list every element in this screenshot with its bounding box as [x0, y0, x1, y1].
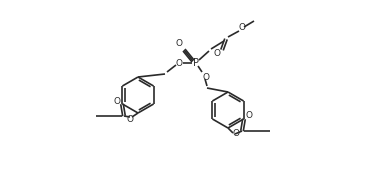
Text: O: O [232, 130, 240, 139]
Text: O: O [176, 58, 182, 67]
Text: O: O [176, 38, 182, 47]
Text: O: O [114, 97, 120, 106]
Text: O: O [203, 72, 209, 81]
Text: O: O [126, 115, 133, 123]
Text: O: O [238, 23, 246, 32]
Text: O: O [246, 112, 253, 121]
Text: O: O [214, 48, 220, 57]
Text: P: P [193, 58, 199, 68]
